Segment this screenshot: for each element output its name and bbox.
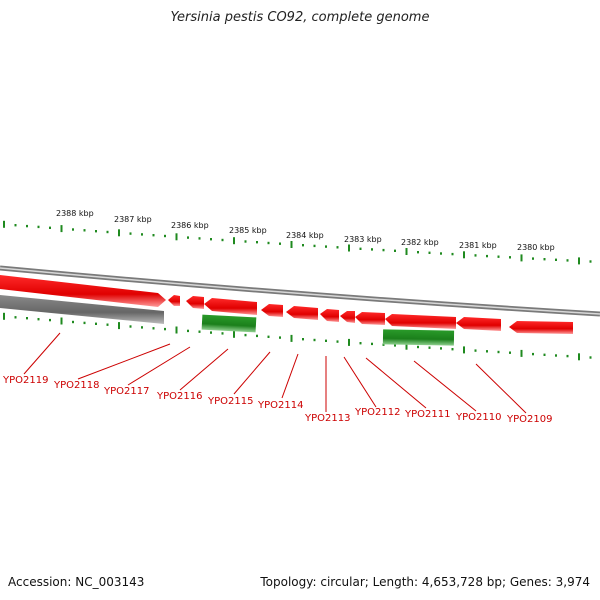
gene-label-YPO2119[interactable]: YPO2119	[2, 375, 48, 386]
scale-label-2385: 2385 kbp	[229, 226, 267, 235]
scale-labels: 2388 kbp 2387 kbp 2386 kbp 2385 kbp 2384…	[56, 209, 555, 252]
forward-strand-genes	[0, 275, 573, 334]
scale-label-2382: 2382 kbp	[401, 238, 439, 247]
gene-label-YPO2109[interactable]: YPO2109	[506, 414, 552, 425]
gene-arrow[interactable]	[355, 312, 385, 325]
gene-block-grey[interactable]	[0, 295, 164, 324]
gene-labels: YPO2119 YPO2118 YPO2117 YPO2116 YPO2115 …	[2, 375, 552, 425]
gene-arrow[interactable]	[168, 295, 180, 306]
gene-arrow[interactable]	[0, 275, 166, 307]
gene-block-green[interactable]	[382, 329, 455, 346]
gene-arrow[interactable]	[186, 296, 204, 309]
gene-arrow[interactable]	[204, 298, 257, 315]
gene-arrow[interactable]	[385, 314, 456, 329]
label-leader-lines	[23, 332, 527, 414]
scale-label-2383: 2383 kbp	[344, 235, 382, 244]
gene-arrow[interactable]	[456, 317, 501, 331]
scale-label-2381: 2381 kbp	[459, 241, 497, 250]
gene-label-YPO2110[interactable]: YPO2110	[455, 412, 501, 423]
genome-backbone	[0, 265, 600, 317]
scale-label-2386: 2386 kbp	[171, 221, 209, 230]
gene-label-YPO2115[interactable]: YPO2115	[207, 396, 253, 407]
outer-scale-ticks	[3, 220, 592, 265]
gene-label-YPO2111[interactable]: YPO2111	[404, 409, 450, 420]
genome-summary-text: Topology: circular; Length: 4,653,728 bp…	[260, 575, 590, 589]
scale-label-2387: 2387 kbp	[114, 215, 152, 224]
gene-label-YPO2112[interactable]: YPO2112	[354, 407, 400, 418]
gene-label-YPO2116[interactable]: YPO2116	[156, 391, 202, 402]
gene-block-green[interactable]	[201, 314, 257, 333]
gene-arrow[interactable]	[509, 321, 573, 334]
gene-label-YPO2117[interactable]: YPO2117	[103, 386, 149, 397]
map-title: Yersinia pestis CO92, complete genome	[170, 10, 430, 25]
gene-arrow[interactable]	[261, 304, 283, 317]
gene-arrow[interactable]	[286, 306, 318, 320]
scale-label-2384: 2384 kbp	[286, 231, 324, 240]
gene-label-YPO2114[interactable]: YPO2114	[257, 400, 303, 411]
scale-label-2380: 2380 kbp	[517, 243, 555, 252]
gene-label-YPO2118[interactable]: YPO2118	[53, 380, 99, 391]
gene-arrow[interactable]	[340, 311, 355, 323]
reverse-strand-genes	[0, 295, 455, 346]
scale-label-2388: 2388 kbp	[56, 209, 94, 218]
inner-scale-ticks	[3, 312, 592, 361]
gene-label-YPO2113[interactable]: YPO2113	[304, 413, 350, 424]
gene-arrow[interactable]	[320, 309, 339, 322]
accession-text: Accession: NC_003143	[8, 575, 145, 589]
